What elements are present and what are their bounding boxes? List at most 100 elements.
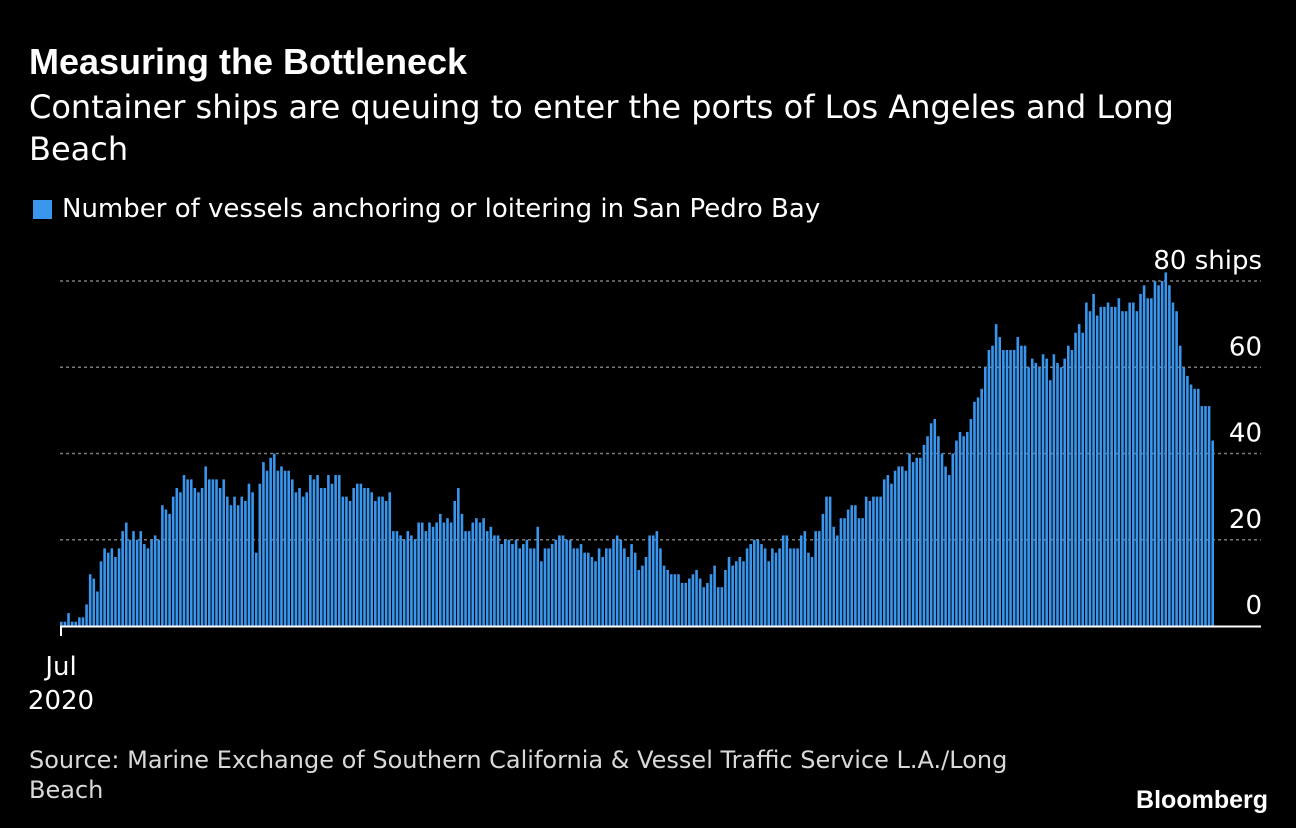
- bar: [778, 548, 781, 627]
- bar: [854, 505, 857, 626]
- source-note: Source: Marine Exchange of Southern Cali…: [29, 746, 1008, 804]
- bar: [334, 475, 337, 626]
- legend-swatch: [33, 199, 52, 219]
- bar: [612, 539, 615, 626]
- bar: [1048, 380, 1052, 626]
- bar: [269, 457, 272, 626]
- bar: [601, 557, 605, 626]
- bar: [1074, 332, 1077, 626]
- bar: [1085, 302, 1088, 626]
- bar: [753, 539, 756, 626]
- bar: [1182, 367, 1186, 626]
- bar: [485, 531, 489, 627]
- bar: [182, 475, 186, 626]
- bar: [312, 479, 316, 627]
- bar: [698, 578, 702, 626]
- bar: [294, 492, 298, 626]
- bar: [74, 621, 78, 626]
- bar: [204, 466, 207, 626]
- bar: [799, 535, 803, 626]
- bar: [1081, 332, 1085, 626]
- bar: [637, 569, 641, 626]
- bar: [760, 544, 763, 626]
- bar: [222, 479, 226, 627]
- bar: [402, 539, 406, 626]
- bar: [244, 500, 247, 626]
- bar: [417, 522, 420, 626]
- bar: [886, 475, 890, 626]
- bar: [63, 621, 67, 626]
- bar: [247, 483, 251, 626]
- bar: [70, 621, 74, 626]
- bar: [789, 548, 792, 627]
- bar: [67, 613, 70, 626]
- bar: [493, 535, 496, 626]
- bar: [1211, 440, 1214, 626]
- bar: [496, 535, 500, 626]
- bar: [998, 337, 1002, 626]
- bar: [96, 591, 99, 626]
- bar: [226, 496, 229, 627]
- bar: [987, 350, 991, 626]
- bar: [189, 479, 193, 627]
- bar: [1103, 306, 1106, 627]
- bar: [864, 496, 868, 627]
- bar: [446, 518, 449, 626]
- bar: [229, 505, 233, 626]
- bar: [525, 539, 529, 626]
- bar: [882, 479, 886, 627]
- bar: [215, 479, 218, 627]
- bar: [695, 569, 698, 626]
- bar: [438, 513, 442, 627]
- bar: [796, 548, 799, 627]
- bar: [875, 496, 879, 627]
- bar: [1056, 362, 1059, 626]
- bar: [359, 483, 363, 626]
- bar: [666, 569, 669, 626]
- bar: [659, 548, 662, 627]
- bar: [825, 496, 828, 627]
- bar: [951, 453, 955, 626]
- bar: [904, 470, 908, 626]
- bar: [193, 488, 197, 626]
- bar: [117, 548, 121, 627]
- bar: [211, 479, 215, 627]
- bar-series: [60, 272, 1214, 627]
- bar: [1160, 281, 1164, 626]
- bar: [814, 531, 817, 627]
- bar: [630, 544, 633, 626]
- bar: [471, 522, 475, 626]
- bar: [803, 531, 807, 627]
- bar: [352, 488, 355, 626]
- bar: [99, 561, 103, 626]
- bar: [1052, 354, 1056, 626]
- bar: [572, 548, 576, 627]
- bar: [911, 462, 915, 627]
- bar: [937, 436, 940, 626]
- bar: [258, 483, 262, 626]
- bar: [291, 479, 294, 627]
- bar: [283, 470, 287, 626]
- bar: [327, 475, 330, 626]
- y-tick-label: 40: [1229, 419, 1262, 449]
- gridlines: [60, 280, 1261, 541]
- bar: [908, 453, 911, 626]
- bar: [92, 578, 96, 626]
- bar: [431, 526, 435, 626]
- bar: [236, 505, 240, 626]
- bar: [1131, 302, 1135, 626]
- bar: [1157, 285, 1160, 626]
- bar: [280, 466, 283, 626]
- bar: [489, 526, 493, 626]
- bar: [370, 492, 374, 626]
- bar: [1038, 367, 1041, 626]
- bar: [915, 457, 919, 626]
- bar: [774, 552, 778, 626]
- bar: [677, 574, 680, 626]
- bar: [713, 565, 716, 627]
- bar: [207, 479, 211, 627]
- bar: [1063, 358, 1067, 627]
- x-tick-year-label: 2020: [28, 686, 94, 716]
- bar: [164, 509, 168, 626]
- bar: [442, 522, 446, 626]
